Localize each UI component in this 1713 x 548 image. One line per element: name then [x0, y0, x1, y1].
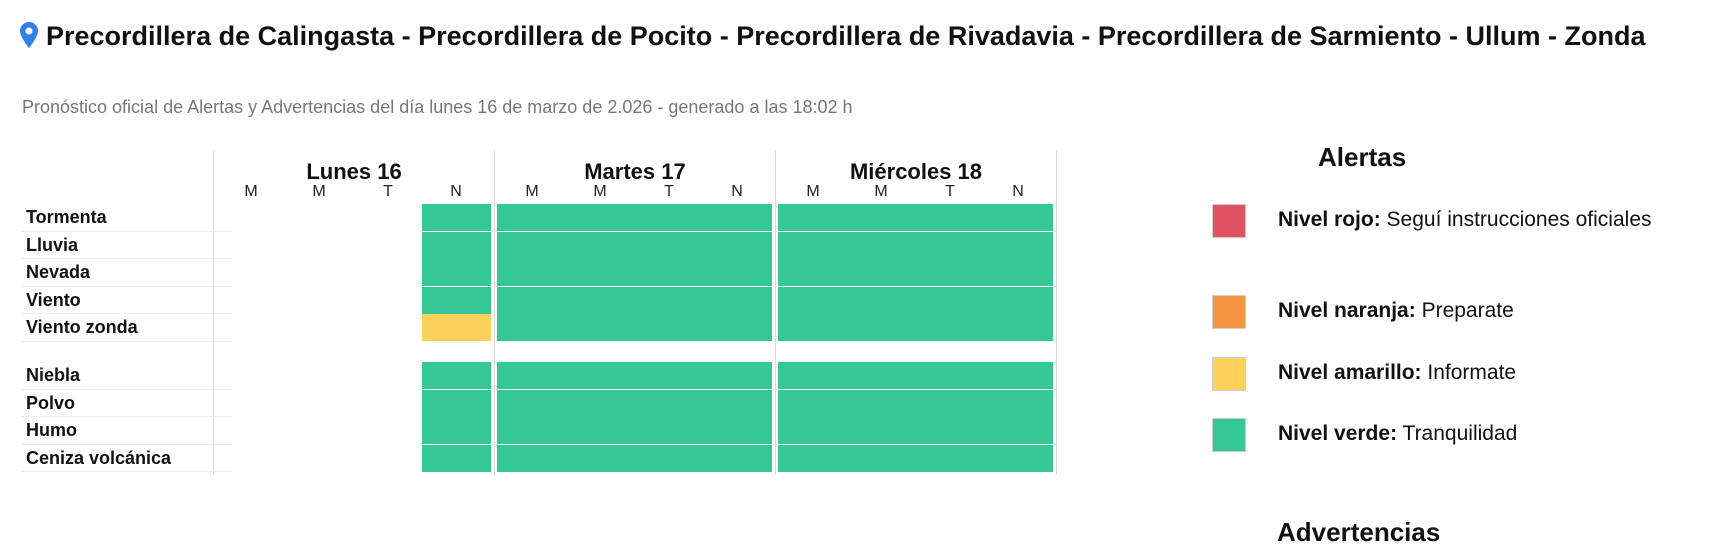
- alert-cell-lluvia-miercoles[interactable]: [778, 232, 1053, 259]
- alert-cell-niebla-miercoles[interactable]: [778, 362, 1053, 389]
- grid-divider: [1056, 150, 1057, 475]
- row-divider: [22, 313, 232, 314]
- alert-cell-tormenta-lunes-n[interactable]: [422, 204, 491, 231]
- forecast-subtitle: Pronóstico oficial de Alertas y Adverten…: [22, 97, 853, 117]
- legend-text-rojo: Nivel rojo: Seguí instrucciones oficiale…: [1278, 204, 1658, 235]
- row-label-niebla: Niebla: [26, 365, 81, 385]
- row-divider: [22, 231, 232, 232]
- row-divider: [22, 471, 232, 472]
- row-divider: [22, 444, 232, 445]
- alert-cell-nevada-martes[interactable]: [497, 259, 772, 286]
- row-divider: [22, 341, 232, 342]
- slot-header: N: [731, 183, 743, 200]
- slot-header: M: [593, 183, 607, 200]
- alert-cell-humo-lunes-n[interactable]: [422, 417, 491, 444]
- row-label-nevada: Nevada: [26, 262, 91, 282]
- legend-desc-amarillo: Informate: [1421, 361, 1517, 384]
- legend-level-rojo: Nivel rojo:: [1278, 208, 1381, 231]
- slot-header: N: [450, 183, 462, 200]
- alert-cell-viento-zonda-lunes-n[interactable]: [422, 314, 491, 341]
- legend-text-amarillo: Nivel amarillo: Informate: [1278, 357, 1658, 388]
- zone-title-text: Precordillera de Calingasta - Precordill…: [46, 21, 1646, 51]
- map-pin-icon: [20, 22, 38, 56]
- alert-forecast-grid: Lunes 16 Martes 17 Miércoles 18 M M T N …: [22, 150, 1154, 475]
- legend-level-verde: Nivel verde:: [1278, 422, 1398, 445]
- legend-text-naranja: Nivel naranja: Preparate: [1278, 295, 1658, 326]
- alert-cell-lluvia-martes[interactable]: [497, 232, 772, 259]
- alert-cell-humo-miercoles[interactable]: [778, 417, 1053, 444]
- slot-header: M: [525, 183, 539, 200]
- row-label-polvo: Polvo: [26, 393, 76, 413]
- row-label-viento-zonda: Viento zonda: [26, 317, 138, 337]
- legend-swatch-verde: [1212, 418, 1246, 452]
- legend-warnings-title: Advertencias: [1277, 517, 1441, 547]
- row-divider: [22, 389, 232, 390]
- legend-swatch-naranja: [1212, 295, 1246, 329]
- alert-cell-humo-martes[interactable]: [497, 417, 772, 444]
- legend-text-verde: Nivel verde: Tranquilidad: [1278, 418, 1658, 449]
- page-title: Precordillera de Calingasta - Precordill…: [20, 20, 1700, 56]
- slot-header: M: [874, 183, 888, 200]
- alert-cell-viento-martes[interactable]: [497, 287, 772, 314]
- row-label-tormenta: Tormenta: [26, 207, 107, 227]
- row-label-ceniza: Ceniza volcánica: [26, 448, 172, 468]
- alert-cell-ceniza-martes[interactable]: [497, 445, 772, 472]
- legend-level-amarillo: Nivel amarillo:: [1278, 361, 1422, 384]
- legend-level-naranja: Nivel naranja:: [1278, 299, 1416, 322]
- slot-header: T: [664, 183, 674, 200]
- legend-desc-verde: Tranquilidad: [1397, 422, 1518, 445]
- alert-cell-niebla-martes[interactable]: [497, 362, 772, 389]
- day-header-lunes: Lunes 16: [306, 159, 402, 184]
- grid-divider: [775, 150, 776, 475]
- alert-cell-viento-zonda-martes[interactable]: [497, 314, 772, 341]
- row-label-viento: Viento: [26, 290, 81, 310]
- alert-cell-viento-zonda-miercoles[interactable]: [778, 314, 1053, 341]
- grid-divider: [213, 150, 214, 475]
- alert-cell-polvo-lunes-n[interactable]: [422, 390, 491, 417]
- alert-cell-polvo-miercoles[interactable]: [778, 390, 1053, 417]
- alert-cell-viento-lunes-n[interactable]: [422, 287, 491, 314]
- alert-cell-tormenta-miercoles[interactable]: [778, 204, 1053, 231]
- row-divider: [22, 286, 232, 287]
- alert-cell-polvo-martes[interactable]: [497, 390, 772, 417]
- day-header-martes: Martes 17: [584, 159, 686, 184]
- legend-desc-naranja: Preparate: [1415, 299, 1514, 322]
- legend-desc-rojo: Seguí instrucciones oficiales: [1380, 208, 1652, 231]
- slot-header: T: [383, 183, 393, 200]
- slot-header: M: [806, 183, 820, 200]
- alert-cell-tormenta-martes[interactable]: [497, 204, 772, 231]
- slot-header: M: [244, 183, 258, 200]
- alert-cell-niebla-lunes-n[interactable]: [422, 362, 491, 389]
- slot-header: M: [312, 183, 326, 200]
- row-label-humo: Humo: [26, 420, 77, 440]
- alert-cell-nevada-miercoles[interactable]: [778, 259, 1053, 286]
- alert-cell-ceniza-miercoles[interactable]: [778, 445, 1053, 472]
- row-label-lluvia: Lluvia: [26, 235, 79, 255]
- alert-cell-nevada-lunes-n[interactable]: [422, 259, 491, 286]
- slot-header: T: [945, 183, 955, 200]
- row-divider: [22, 258, 232, 259]
- alert-cell-lluvia-lunes-n[interactable]: [422, 232, 491, 259]
- slot-header: N: [1012, 183, 1024, 200]
- row-divider: [22, 416, 232, 417]
- day-header-miercoles: Miércoles 18: [849, 159, 983, 184]
- legend-swatch-amarillo: [1212, 357, 1246, 391]
- grid-divider: [494, 150, 495, 475]
- legend-swatch-rojo: [1212, 204, 1246, 238]
- alert-cell-viento-miercoles[interactable]: [778, 287, 1053, 314]
- alert-cell-ceniza-lunes-n[interactable]: [422, 445, 491, 472]
- legend-alerts-title: Alertas: [1318, 142, 1407, 172]
